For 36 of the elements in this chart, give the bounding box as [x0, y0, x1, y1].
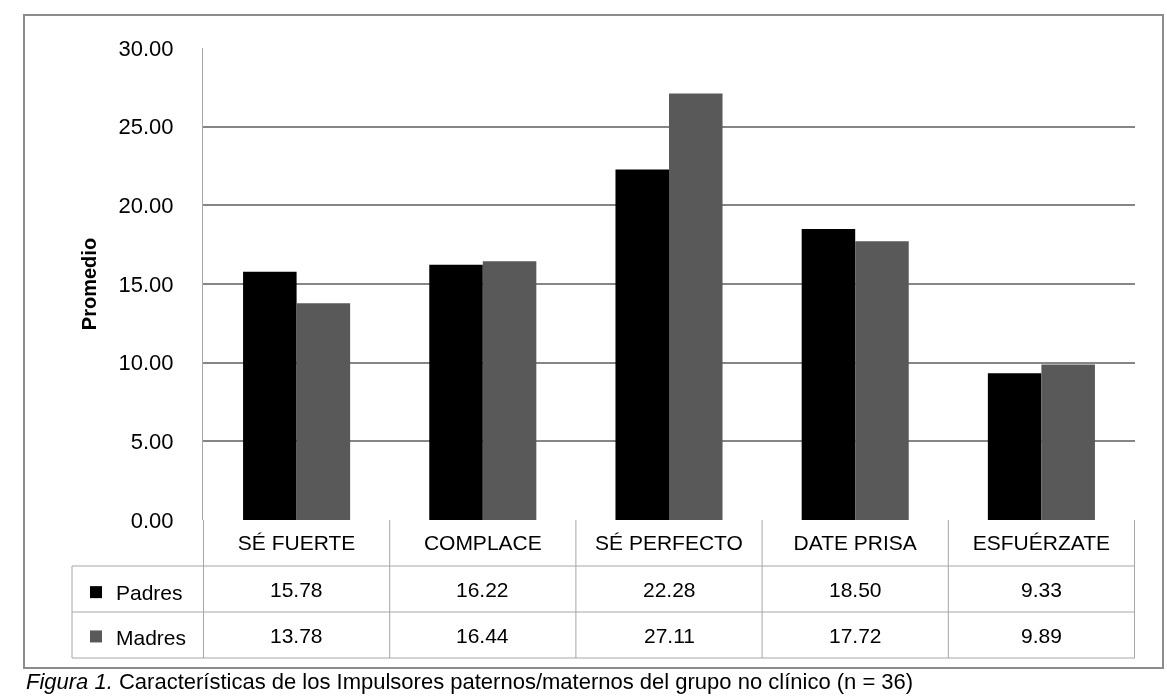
y-tick-label: 30.00 — [118, 35, 174, 61]
bar — [482, 261, 537, 520]
bar — [669, 93, 723, 520]
data-label: 16.22 — [456, 578, 509, 601]
bar — [615, 169, 669, 520]
data-label: 27.11 — [644, 624, 695, 647]
legend-label: Padres — [116, 581, 183, 605]
y-axis-title: Promedio — [78, 237, 101, 331]
y-tick-label: 0.00 — [130, 507, 174, 533]
y-tick-label: 15.00 — [118, 271, 174, 297]
bar — [243, 271, 297, 520]
y-tick-label: 20.00 — [118, 193, 174, 219]
data-label: 9.33 — [1021, 578, 1062, 601]
data-label: 15.78 — [270, 578, 323, 601]
bar — [429, 264, 483, 520]
data-label: 9.89 — [1021, 624, 1062, 647]
y-tick-label: 10.00 — [118, 350, 174, 376]
x-tick-label: SÉ FUERTE — [237, 531, 356, 554]
x-tick-label: SÉ PERFECTO — [595, 531, 743, 554]
data-label: 17.72 — [829, 624, 882, 647]
y-tick-label: 25.00 — [118, 114, 174, 140]
y-tick-label: 5.00 — [130, 429, 174, 455]
data-label: 22.28 — [643, 578, 696, 601]
bar — [855, 241, 909, 520]
bar — [1041, 364, 1095, 520]
data-label: 13.78 — [270, 624, 323, 647]
x-tick-label: COMPLACE — [423, 531, 542, 554]
data-label: 16.44 — [456, 624, 509, 647]
data-label: 18.50 — [829, 578, 882, 601]
text: Figura 1. Características de los Impulsores paternos/maternos del grupo no clínico (n = 36) — [26, 669, 914, 694]
bar — [801, 228, 856, 520]
bar — [296, 303, 351, 520]
x-tick-label: ESFUÉRZATE — [972, 531, 1111, 554]
bar — [987, 373, 1042, 520]
legend-label: Madres — [116, 625, 187, 649]
x-tick-label: DATE PRISA — [793, 531, 917, 554]
